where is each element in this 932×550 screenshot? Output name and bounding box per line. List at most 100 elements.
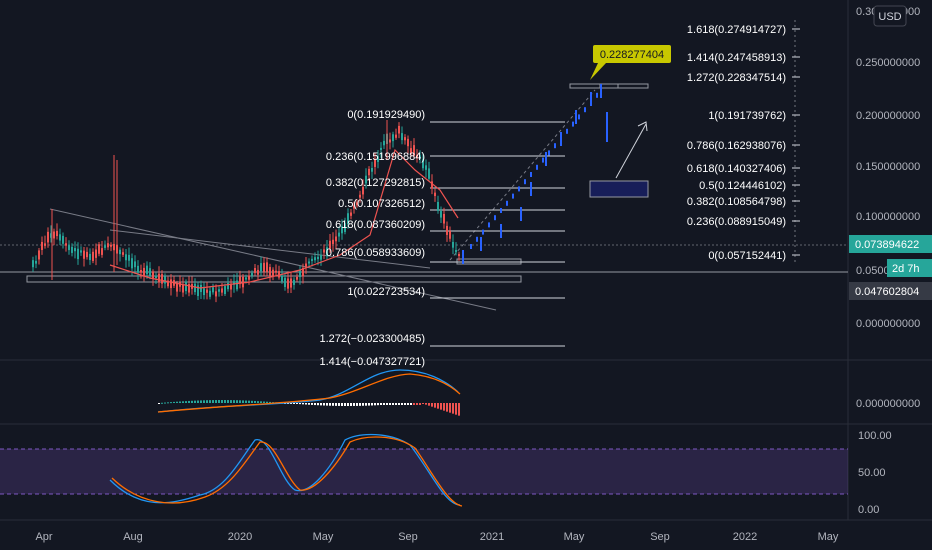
macd-bar xyxy=(389,403,391,405)
candle-body xyxy=(362,186,364,195)
candle-body xyxy=(200,284,202,293)
projection-arrow[interactable] xyxy=(615,123,647,179)
projection-candle xyxy=(584,107,586,113)
trendline-descending[interactable] xyxy=(49,208,497,311)
candle-body xyxy=(170,279,172,289)
macd-bar xyxy=(440,403,442,410)
projection-candle xyxy=(512,193,514,199)
candle-body xyxy=(257,269,259,275)
candle-body xyxy=(347,213,349,225)
macd-signal-line xyxy=(157,373,461,413)
projection-candle xyxy=(500,208,502,213)
fib-right-label: 1.414(0.247458913) xyxy=(687,52,786,64)
candle-body xyxy=(383,140,385,146)
fib-right-group[interactable] xyxy=(792,20,800,265)
candle-body xyxy=(329,240,331,249)
time-axis-label: 2022 xyxy=(733,531,757,543)
time-axis-label: Apr xyxy=(35,531,52,543)
projection-candle xyxy=(494,215,496,221)
candle-body xyxy=(380,147,382,150)
macd-bar xyxy=(266,401,268,403)
second-price-text: 0.047602804 xyxy=(855,286,919,298)
stoch-d-line xyxy=(111,436,463,507)
macd-bar xyxy=(314,403,316,406)
macd-bar xyxy=(254,400,256,403)
macd-bar xyxy=(437,403,439,409)
macd-bar xyxy=(179,401,181,403)
second-price-badge: 0.047602804 xyxy=(849,282,932,300)
candles-layer xyxy=(32,120,460,303)
macd-bar xyxy=(245,400,247,403)
projection-candle xyxy=(470,244,472,249)
projection-candle xyxy=(542,157,544,163)
candle-body xyxy=(413,145,415,156)
target-box[interactable] xyxy=(589,180,649,198)
candle-body xyxy=(140,269,142,273)
macd-bar xyxy=(296,403,298,404)
macd-bar xyxy=(191,400,193,403)
macd-bar xyxy=(413,403,415,405)
candle-body xyxy=(263,262,265,272)
projection-candle xyxy=(462,250,464,264)
candle-body xyxy=(338,232,340,237)
macd-bar xyxy=(239,400,241,403)
candle-body xyxy=(335,236,337,242)
candle-body xyxy=(119,249,121,255)
candle-body xyxy=(158,273,160,283)
macd-bar xyxy=(230,400,232,403)
macd-bar xyxy=(224,400,226,403)
callout-box xyxy=(593,45,671,63)
projection-candle xyxy=(545,152,547,166)
candle-body xyxy=(314,257,316,261)
projection-candle xyxy=(530,182,532,196)
macd-bar xyxy=(404,403,406,405)
price-axis-label: 0.150000000 xyxy=(856,161,920,173)
macd-bar xyxy=(257,401,259,403)
macd-bar xyxy=(209,400,211,403)
fib-left-label: 0(0.191929490) xyxy=(347,109,425,121)
macd-bar xyxy=(287,403,289,404)
fib-left-label: 0.5(0.107326512) xyxy=(338,198,425,210)
target-box-small[interactable] xyxy=(569,83,619,89)
callout-pointer-icon xyxy=(590,63,606,80)
trendline-projection[interactable] xyxy=(449,89,596,261)
trendline-descending-2[interactable] xyxy=(109,229,431,269)
projection-candle xyxy=(566,128,568,134)
candle-body xyxy=(446,225,448,235)
candle-body xyxy=(356,202,358,206)
candle-body xyxy=(35,260,37,264)
macd-bar xyxy=(320,403,322,406)
macd-bar xyxy=(338,403,340,406)
candle-body xyxy=(350,212,352,216)
candle-body xyxy=(218,289,220,292)
macd-bar xyxy=(263,401,265,403)
moving-average-line xyxy=(109,148,459,289)
projection-candle xyxy=(575,110,577,124)
candle-body xyxy=(284,277,286,287)
price-callout[interactable]: 0.228277404 xyxy=(590,45,671,80)
macd-bar xyxy=(329,403,331,406)
projection-candle xyxy=(524,179,526,185)
candle-body xyxy=(260,263,262,272)
macd-bar xyxy=(161,402,163,404)
candle-body xyxy=(185,281,187,292)
currency-button[interactable]: USD xyxy=(873,5,907,27)
fib-left-label: 1(0.022723534) xyxy=(347,286,425,298)
candle-body xyxy=(254,267,256,273)
macd-bar xyxy=(362,403,364,406)
time-axis-label: May xyxy=(313,531,334,543)
support-zone-box[interactable] xyxy=(26,275,522,283)
candle-body xyxy=(167,280,169,287)
target-box-small-2[interactable] xyxy=(599,83,649,89)
currency-label: USD xyxy=(878,11,901,23)
candle-body xyxy=(128,254,130,261)
candle-body xyxy=(239,276,241,285)
macd-bar xyxy=(248,400,250,403)
candle-body xyxy=(398,125,400,134)
stoch-axis-label: 100.00 xyxy=(858,430,892,442)
candle-body xyxy=(38,250,40,260)
candle-body xyxy=(236,280,238,290)
macd-bar xyxy=(380,403,382,405)
macd-bar xyxy=(458,403,460,416)
macd-bar xyxy=(344,403,346,406)
